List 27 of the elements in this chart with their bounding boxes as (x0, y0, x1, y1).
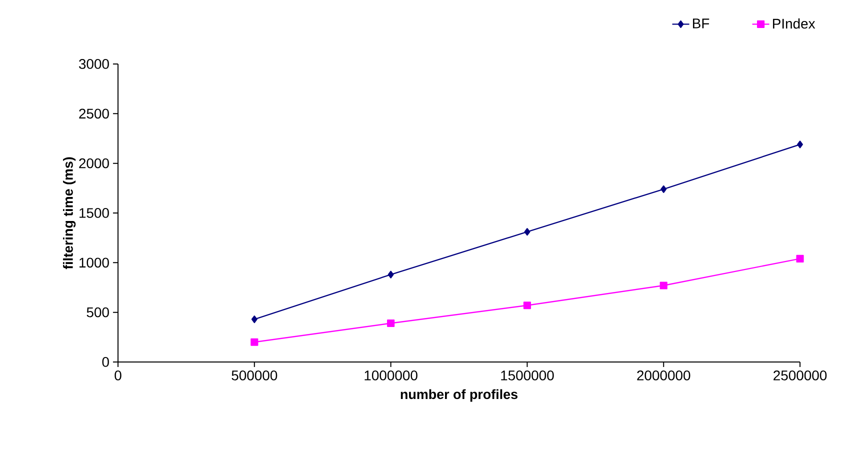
point (388, 270, 394, 278)
point (251, 315, 258, 324)
y-tick-label: 2000 (79, 158, 109, 168)
x-tick-label: 1000000 (364, 370, 418, 380)
x-axis-title: number of profiles (400, 389, 518, 402)
point (660, 185, 667, 193)
y-tick-label: 500 (86, 307, 109, 318)
y-axis-title: filtering time (ms) (63, 157, 76, 270)
point (250, 338, 258, 346)
y-tick-label: 0 (102, 357, 109, 367)
point (797, 140, 803, 148)
x-tick-label: 2500000 (774, 370, 827, 380)
legend-label: BF (692, 18, 710, 28)
x-tick-label: 500000 (232, 370, 278, 380)
point (523, 302, 531, 310)
x-tick-label: 2000000 (637, 370, 690, 380)
x-tick-label: 1500000 (501, 370, 554, 380)
y-tick-label: 1000 (80, 258, 109, 268)
point (524, 228, 530, 236)
y-tick-label: 1500 (80, 208, 109, 218)
y-tick-label: 2500 (79, 108, 109, 119)
x-tick-label: 0 (114, 370, 122, 380)
legend-label: PIndex (773, 18, 816, 29)
y-tick-label: 3000 (78, 59, 109, 69)
point (660, 282, 668, 290)
point (387, 319, 395, 328)
point (796, 254, 804, 262)
